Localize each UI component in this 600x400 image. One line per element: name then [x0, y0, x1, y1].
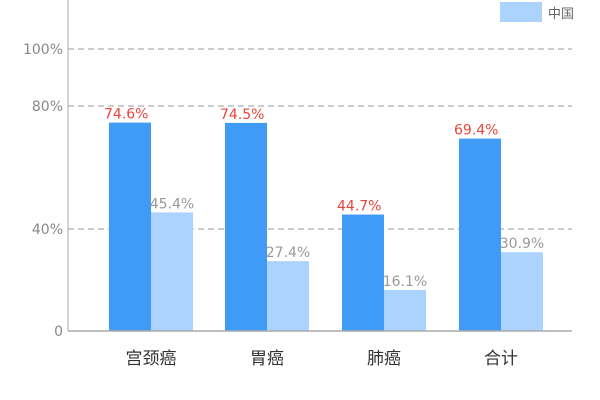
data-label: 45.4%: [150, 196, 194, 212]
bar: [225, 122, 267, 331]
y-tick-label: 0: [54, 324, 63, 340]
value-labels: 74.6% 45.4% 74.5% 27.4% 44.7% 16.1% 69.4% 30.9%: [104, 107, 544, 290]
bar: [459, 138, 501, 331]
data-label: 30.9%: [500, 236, 544, 252]
x-tick-label: 肺癌: [367, 349, 401, 369]
bar: [267, 261, 309, 331]
bar: [342, 214, 384, 331]
data-label: 69.4%: [454, 123, 498, 139]
legend-swatch: [499, 2, 542, 22]
data-label: 16.1%: [383, 274, 427, 290]
bar: [501, 252, 543, 331]
bar: [151, 212, 193, 331]
y-tick-label: 40%: [32, 222, 63, 238]
y-axis-ticks: 0 40% 80% 100%: [23, 42, 63, 340]
legend: 中国: [499, 2, 574, 22]
x-axis-categories: 宫颈癌 胃癌 肺癌 合计: [126, 349, 519, 369]
x-tick-label: 宫颈癌: [126, 349, 177, 369]
legend-label: 中国: [547, 6, 574, 22]
bar: [384, 289, 426, 331]
y-tick-label: 80%: [32, 99, 63, 115]
y-tick-label: 100%: [23, 42, 63, 58]
bar: [109, 122, 151, 331]
x-tick-label: 胃癌: [250, 349, 284, 369]
x-tick-label: 合计: [484, 349, 518, 369]
data-label: 27.4%: [266, 245, 310, 261]
data-label: 74.6%: [104, 107, 148, 123]
data-label: 44.7%: [337, 199, 381, 215]
bars: [109, 122, 543, 331]
data-label: 74.5%: [220, 107, 264, 123]
